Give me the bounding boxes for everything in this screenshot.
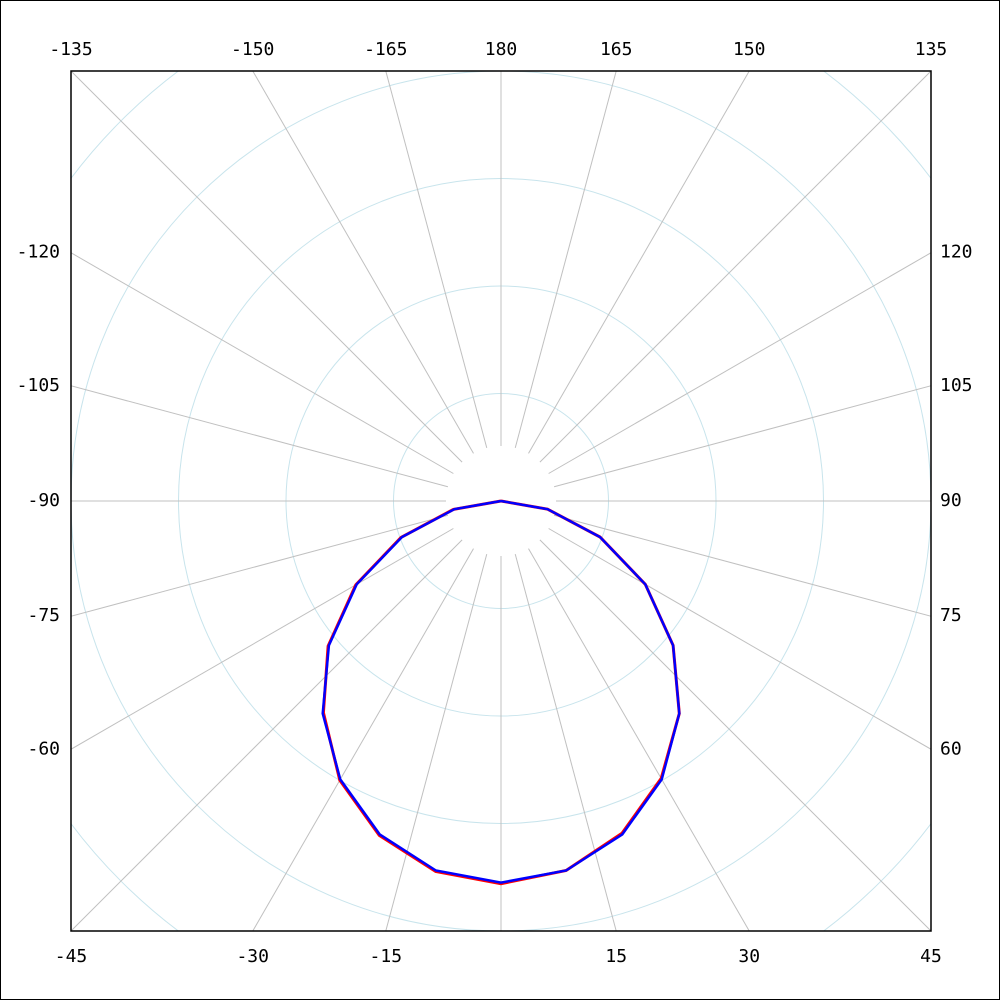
theta-tick-label: -60 <box>27 738 60 759</box>
theta-tick-label: 105 <box>940 375 973 396</box>
theta-tick-label: -150 <box>231 39 274 60</box>
theta-tick-label: -90 <box>27 490 60 511</box>
spoke <box>514 553 617 931</box>
spoke <box>548 252 931 474</box>
spoke <box>252 548 474 931</box>
theta-tick-label: 15 <box>605 946 627 967</box>
theta-tick-label: -30 <box>236 946 269 967</box>
theta-tick-label: 180 <box>485 39 518 60</box>
spoke <box>71 252 454 474</box>
spoke <box>514 71 617 449</box>
theta-tick-label: -165 <box>364 39 407 60</box>
theta-tick-label: 30 <box>738 946 760 967</box>
theta-tick-label: 75 <box>940 605 962 626</box>
spoke <box>528 548 750 931</box>
plot-box <box>70 70 932 932</box>
spoke <box>553 385 931 488</box>
theta-tick-label: -120 <box>17 242 60 263</box>
theta-tick-label: 120 <box>940 242 973 263</box>
theta-tick-label: 135 <box>915 39 948 60</box>
theta-tick-label: -135 <box>49 39 92 60</box>
spoke <box>539 71 931 463</box>
theta-tick-label: 90 <box>940 490 962 511</box>
spoke <box>71 385 449 488</box>
spoke <box>71 528 454 750</box>
spoke <box>71 539 463 931</box>
spoke <box>252 71 474 454</box>
spoke <box>385 553 488 931</box>
spoke <box>385 71 488 449</box>
theta-tick-label: -15 <box>370 946 403 967</box>
theta-tick-label: -105 <box>17 375 60 396</box>
spoke <box>553 514 931 617</box>
theta-tick-label: 150 <box>733 39 766 60</box>
plot <box>321 499 681 886</box>
spoke <box>71 71 463 463</box>
theta-tick-label: -75 <box>27 605 60 626</box>
spoke <box>71 514 449 617</box>
theta-tick-label: 165 <box>600 39 633 60</box>
spoke <box>548 528 931 750</box>
spoke <box>528 71 750 454</box>
series-line <box>321 499 681 884</box>
spoke <box>539 539 931 931</box>
theta-tick-label: 60 <box>940 738 962 759</box>
theta-tick-label: 45 <box>920 946 942 967</box>
theta-tick-label: -45 <box>55 946 88 967</box>
